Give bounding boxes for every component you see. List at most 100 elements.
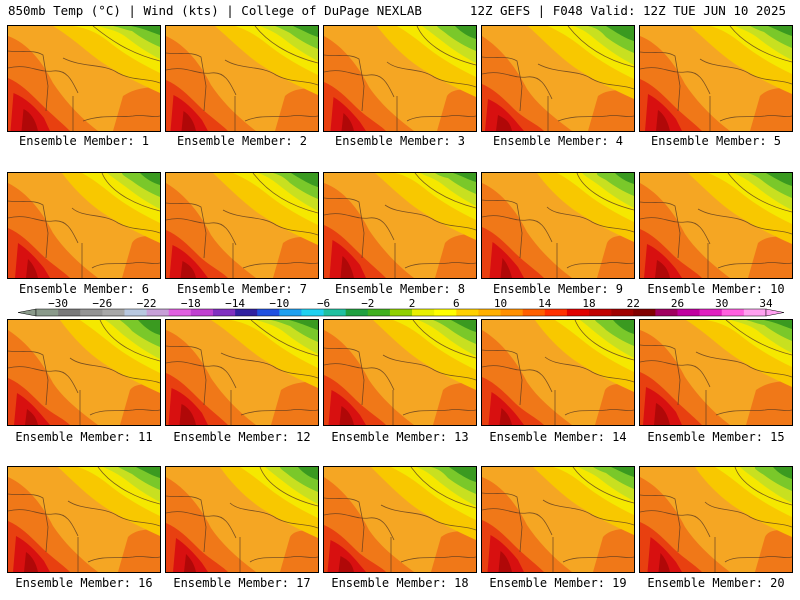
red-zone (327, 540, 366, 572)
ensemble-map-panel (165, 319, 319, 426)
ensemble-map-panel (481, 25, 635, 132)
member-label: Ensemble Member: 9 (492, 282, 624, 296)
state-border (482, 492, 523, 553)
coastline (89, 409, 160, 416)
member-label: Ensemble Member: 20 (647, 576, 785, 590)
height-contour (576, 173, 634, 211)
dark-green-zone (136, 467, 160, 478)
dark-green-zone (449, 467, 476, 482)
colorbar-tick-label: 30 (715, 297, 728, 310)
state-border (324, 497, 365, 553)
colorbar-swatch (190, 309, 214, 316)
ensemble-map-panel (323, 25, 477, 132)
dark-orange-right (280, 527, 318, 572)
state-border (380, 504, 476, 531)
temperature-map (482, 173, 634, 278)
red-zone (643, 387, 682, 425)
state-border (220, 352, 318, 379)
height-contour (324, 213, 395, 241)
dark-orange-right (118, 527, 160, 572)
dark-orange-right (122, 233, 160, 278)
colorbar-max-arrow (765, 308, 785, 317)
colorbar-tick-label: −26 (92, 297, 112, 310)
state-border (324, 197, 365, 259)
colorbar-swatch (323, 309, 346, 316)
temperature-map (324, 320, 476, 425)
height-contour (97, 467, 160, 505)
colorbar-swatch (522, 309, 546, 316)
member-label: Ensemble Member: 11 (15, 430, 153, 444)
dark-green-zone (773, 467, 792, 479)
height-contour (410, 467, 476, 509)
green-zone (435, 173, 476, 194)
red-zone (170, 95, 208, 131)
red-zone (647, 537, 682, 572)
colorbar-tick-label: −14 (225, 297, 245, 310)
dark-green-zone (613, 320, 634, 334)
dark-orange-right (273, 233, 318, 278)
height-contour (734, 467, 792, 506)
dark-red-zone (656, 110, 670, 131)
state-border (695, 351, 792, 378)
ensemble-map-panel (7, 319, 161, 426)
dark-orange-right (275, 86, 318, 131)
temperature-map (8, 320, 160, 425)
state-border (382, 354, 476, 381)
dark-red-zone (179, 404, 196, 425)
dark-green-zone (131, 26, 160, 35)
colorbar-swatch (721, 309, 745, 316)
red-zone (488, 392, 524, 425)
colorbar-swatch (677, 309, 700, 316)
dark-orange-right (595, 380, 634, 425)
ensemble-map-panel (165, 25, 319, 132)
dark-green-zone (298, 467, 318, 480)
height-contour (166, 68, 237, 96)
coastline (82, 115, 160, 122)
height-contour (8, 216, 79, 244)
coastline (564, 409, 634, 416)
colorbar-swatch (36, 309, 59, 316)
temperature-map (324, 467, 476, 572)
colorbar-swatch (456, 309, 479, 316)
red-zone (328, 390, 366, 425)
height-contour (324, 70, 395, 98)
colorbar-swatch (257, 309, 280, 316)
coastline (724, 556, 792, 563)
state-border (640, 201, 681, 259)
colorbar-swatch (102, 309, 125, 316)
temperature-map (482, 320, 634, 425)
red-zone (13, 536, 50, 572)
ensemble-map-panel (165, 172, 319, 279)
dark-red-zone (338, 556, 354, 572)
height-contour (8, 366, 79, 394)
run-info: 12Z GEFS | F048 Valid: 12Z TUE JUN 10 20… (469, 3, 786, 18)
state-border (544, 356, 634, 383)
coastline (406, 115, 476, 122)
temperature-map (166, 26, 318, 131)
member-label: Ensemble Member: 14 (489, 430, 627, 444)
coastline (242, 262, 318, 269)
member-label: Ensemble Member: 19 (489, 576, 627, 590)
red-zone (173, 538, 208, 572)
colorbar-tick-label: −30 (48, 297, 68, 310)
state-border (222, 209, 318, 236)
dark-red-zone (26, 259, 38, 278)
height-contour (640, 360, 711, 388)
green-zone (746, 320, 792, 341)
dark-red-zone (21, 109, 38, 131)
temperature-colorbar: −30−26−22−18−14−10−6−2261014182226303438… (17, 297, 785, 317)
height-contour (166, 218, 237, 246)
colorbar-swatch (168, 309, 192, 316)
state-border (8, 200, 49, 259)
colorbar-tick-label: −10 (269, 297, 289, 310)
member-label: Ensemble Member: 15 (647, 430, 785, 444)
state-border (166, 495, 207, 553)
member-label: Ensemble Member: 2 (176, 134, 308, 148)
colorbar-tick-label: 6 (453, 297, 460, 310)
height-contour (166, 511, 237, 539)
dark-red-zone (341, 113, 354, 131)
dark-green-zone (291, 173, 318, 187)
height-contour (729, 26, 792, 63)
coastline (717, 262, 792, 269)
member-label: Ensemble Member: 3 (334, 134, 466, 148)
